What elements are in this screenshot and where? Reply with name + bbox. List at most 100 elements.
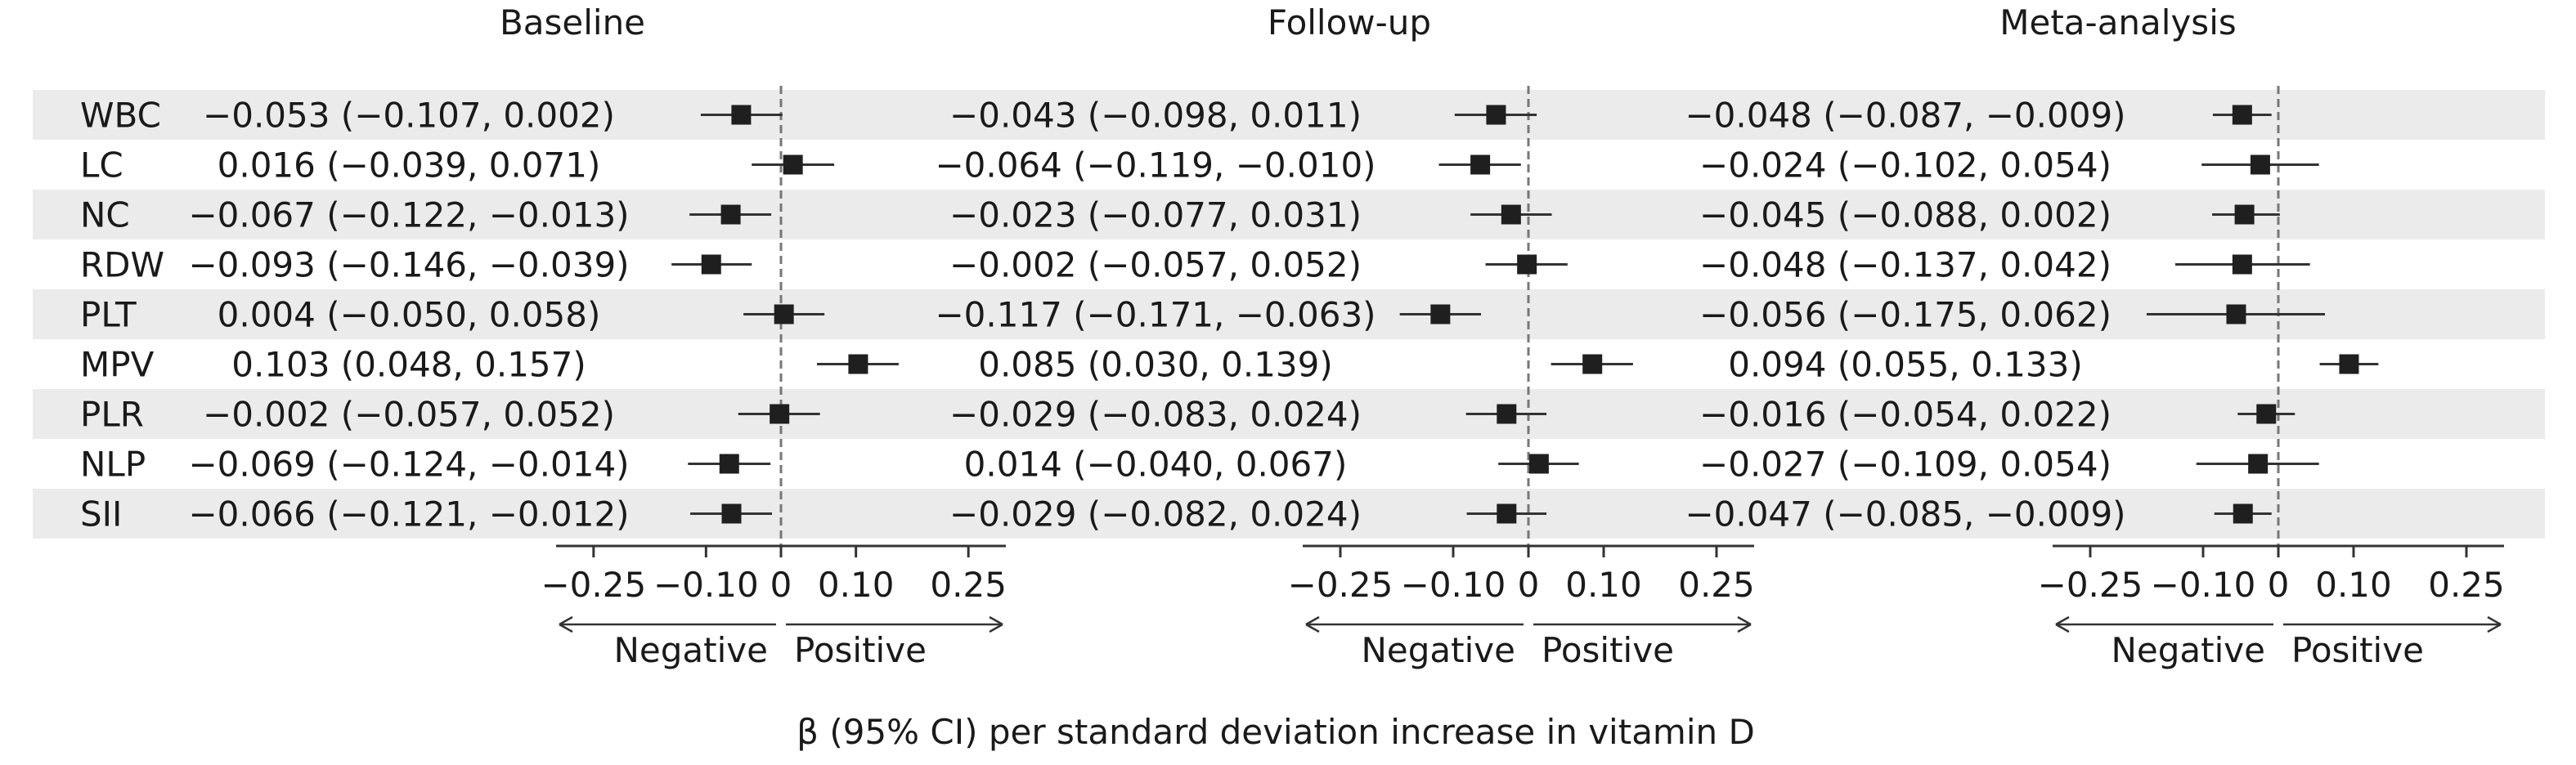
x-tick-label: −0.25 xyxy=(1288,565,1393,605)
x-tick-label: 0.10 xyxy=(818,565,895,605)
ci-text: −0.047 (−0.085, −0.009) xyxy=(1685,494,2125,535)
forest-panels: WBC LC NC RDW PLT MPV PLR NLP SII Baseline −0.053 … xyxy=(80,2,2505,670)
panel-baseline: Baseline −0.053 (−0.107, 0.002) 0.016 (−0.… xyxy=(188,2,1006,670)
direction-positive-label: Positive xyxy=(794,630,927,670)
point-estimate-marker xyxy=(1517,254,1537,275)
point-estimate-marker xyxy=(720,204,741,225)
ci-text: −0.053 (−0.107, 0.002) xyxy=(203,96,615,136)
x-tick-label: 0.25 xyxy=(1678,565,1755,605)
ci-text: −0.045 (−0.088, 0.002) xyxy=(1699,195,2112,235)
point-estimate-marker xyxy=(2256,404,2277,424)
point-estimate-marker xyxy=(2339,354,2359,374)
point-estimate-marker xyxy=(1430,304,1451,324)
point-estimate-marker xyxy=(848,354,868,374)
ci-text: −0.048 (−0.137, 0.042) xyxy=(1699,245,2112,285)
positive-arrow-head xyxy=(1737,615,1752,633)
point-estimate-marker xyxy=(774,304,794,324)
x-tick-label: 0.10 xyxy=(2315,565,2392,605)
x-tick-label: 0.25 xyxy=(2428,565,2505,605)
negative-arrow-head xyxy=(1305,615,1320,633)
x-tick-label: 0 xyxy=(2268,565,2290,605)
x-tick-label: −0.10 xyxy=(653,565,759,605)
ci-text: 0.103 (0.048, 0.157) xyxy=(231,345,586,385)
ci-text: −0.016 (−0.054, 0.022) xyxy=(1699,395,2112,435)
direction-positive-label: Positive xyxy=(2291,630,2424,670)
point-estimate-marker xyxy=(721,503,742,524)
footer-label: β (95% CI) per standard deviation increa… xyxy=(797,712,1755,752)
direction-negative-label: Negative xyxy=(614,630,769,670)
direction-negative-label: Negative xyxy=(2112,630,2266,670)
row-stripe xyxy=(33,190,2545,239)
ci-text: −0.023 (−0.077, 0.031) xyxy=(949,195,1362,235)
ci-text: −0.027 (−0.109, 0.054) xyxy=(1699,445,2112,485)
row-stripe xyxy=(33,90,2545,140)
ci-text: 0.016 (−0.039, 0.071) xyxy=(218,145,601,186)
ci-text: 0.085 (0.030, 0.139) xyxy=(978,345,1333,385)
x-tick-label: 0 xyxy=(1518,565,1540,605)
ci-text: −0.069 (−0.124, −0.014) xyxy=(188,445,629,485)
row-label: PLR xyxy=(80,395,144,435)
row-label: WBC xyxy=(80,96,161,136)
positive-arrow-head xyxy=(2487,615,2502,633)
row-label: NC xyxy=(80,195,130,235)
point-estimate-marker xyxy=(1528,454,1549,474)
direction-positive-label: Positive xyxy=(1542,630,1674,670)
ci-text: −0.024 (−0.102, 0.054) xyxy=(1699,145,2112,186)
ci-text: −0.066 (−0.121, −0.012) xyxy=(188,494,629,535)
x-tick-label: −0.25 xyxy=(541,565,646,605)
ci-text: −0.048 (−0.087, −0.009) xyxy=(1685,96,2125,136)
row-stripe xyxy=(33,489,2545,539)
x-tick-label: −0.10 xyxy=(1401,565,1506,605)
point-estimate-marker xyxy=(1497,404,1517,424)
row-stripes xyxy=(33,90,2545,539)
positive-arrow-head xyxy=(989,615,1003,633)
point-estimate-marker xyxy=(719,454,739,474)
point-estimate-marker xyxy=(731,105,752,125)
row-label: SII xyxy=(80,494,122,535)
point-estimate-marker xyxy=(2232,105,2252,125)
ci-text: −0.064 (−0.119, −0.010) xyxy=(935,145,1376,186)
x-tick-label: −0.25 xyxy=(2038,565,2143,605)
point-estimate-marker xyxy=(2226,304,2246,324)
panel-meta-analysis: Meta-analysis −0.048 (−0.087, −0.009) −0.0… xyxy=(1685,2,2504,670)
ci-text: 0.004 (−0.050, 0.058) xyxy=(218,295,601,335)
x-tick-label: 0.25 xyxy=(930,565,1007,605)
ci-text: −0.056 (−0.175, 0.062) xyxy=(1699,295,2112,335)
row-label: PLT xyxy=(80,295,137,335)
row-stripe xyxy=(33,389,2545,439)
point-estimate-marker xyxy=(1501,204,1521,225)
point-estimate-marker xyxy=(2233,503,2253,524)
negative-arrow-head xyxy=(559,615,573,633)
panel-title: Meta-analysis xyxy=(1999,2,2237,42)
point-estimate-marker xyxy=(783,154,803,175)
row-label: RDW xyxy=(80,245,164,285)
ci-text: 0.014 (−0.040, 0.067) xyxy=(964,445,1348,485)
point-estimate-marker xyxy=(1486,105,1506,125)
point-estimate-marker xyxy=(770,404,790,424)
point-estimate-marker xyxy=(1470,154,1491,175)
ci-text: −0.117 (−0.171, −0.063) xyxy=(935,295,1376,335)
row-label: NLP xyxy=(80,445,146,485)
point-estimate-marker xyxy=(1497,503,1517,524)
point-estimate-marker xyxy=(2232,254,2252,275)
ci-text: 0.094 (0.055, 0.133) xyxy=(1728,345,2083,385)
negative-arrow-head xyxy=(2055,615,2070,633)
point-estimate-marker xyxy=(701,254,721,275)
point-estimate-marker xyxy=(2248,454,2269,474)
ci-text: −0.002 (−0.057, 0.052) xyxy=(203,395,615,435)
x-tick-label: 0 xyxy=(770,565,792,605)
row-stripe xyxy=(33,289,2545,339)
x-tick-label: 0.10 xyxy=(1565,565,1642,605)
panel-title: Follow-up xyxy=(1268,2,1431,42)
row-label: MPV xyxy=(80,345,155,385)
x-tick-label: −0.10 xyxy=(2151,565,2256,605)
ci-text: −0.029 (−0.082, 0.024) xyxy=(949,494,1362,535)
point-estimate-marker xyxy=(2250,154,2270,175)
panel-title: Baseline xyxy=(500,2,645,42)
direction-negative-label: Negative xyxy=(1362,630,1516,670)
point-estimate-marker xyxy=(1582,354,1603,374)
ci-text: −0.067 (−0.122, −0.013) xyxy=(188,195,629,235)
panel-follow-up: Follow-up −0.043 (−0.098, 0.011) −0.064 (−… xyxy=(935,2,1754,670)
row-label: LC xyxy=(80,145,123,186)
